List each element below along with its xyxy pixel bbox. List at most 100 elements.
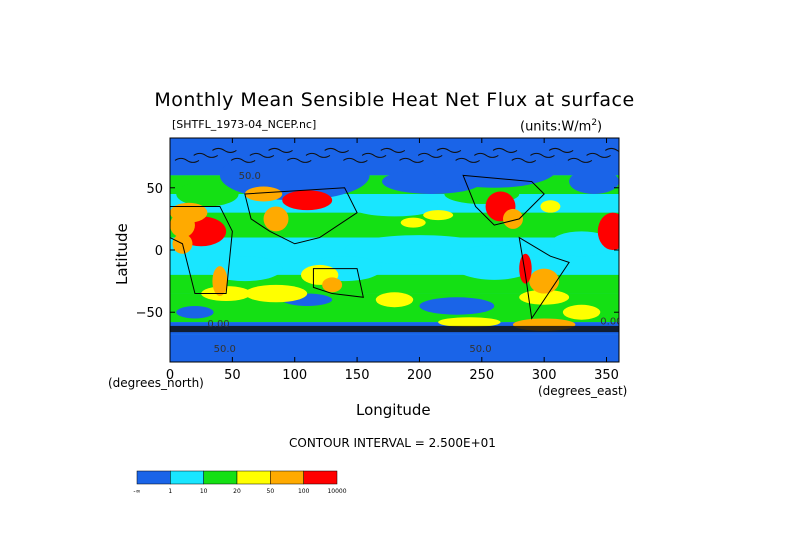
colorbar-tick-label: 50 [267, 488, 275, 495]
field-patch [263, 206, 289, 232]
colorbar-swatch [270, 470, 304, 485]
field-patch [400, 217, 426, 228]
x-units-label: (degrees_north) [108, 376, 204, 390]
field-patch [503, 208, 523, 229]
x-tick-label: 300 [532, 368, 557, 383]
field-patch [375, 292, 414, 308]
field-band [170, 334, 619, 362]
contour-label: 50.0 [239, 171, 261, 182]
contour-line [230, 157, 256, 163]
contour-line [511, 157, 537, 163]
colorbar-tick-label: 1 [168, 488, 172, 495]
contour-line [567, 157, 593, 163]
contour-line [530, 152, 555, 158]
field-patch [423, 210, 454, 221]
x-axis-title: Longitude [356, 401, 431, 419]
contour-line [380, 147, 406, 153]
contour-line [174, 157, 200, 163]
contour-line [286, 157, 312, 163]
field-patch [431, 150, 557, 188]
contour-interval-label: CONTOUR INTERVAL = 2.500E+01 [289, 436, 496, 450]
contour-line [436, 147, 462, 153]
contour-line [361, 152, 387, 158]
field-patch [562, 304, 601, 320]
contour-label: 50.0 [469, 344, 491, 355]
x-tick-label: 250 [469, 368, 494, 383]
chart-title: Monthly Mean Sensible Heat Net Flux at s… [154, 89, 635, 111]
field-patch [569, 169, 619, 194]
colorbar-tick-label: 10000 [327, 488, 346, 495]
colorbar-tick-label: 10 [200, 488, 208, 495]
contour-line [399, 157, 424, 163]
colorbar-swatch [203, 470, 238, 485]
field-patch [170, 202, 208, 223]
contour-line [268, 147, 293, 153]
contour-line [212, 147, 237, 153]
contour-line [455, 157, 480, 163]
contour-line [474, 152, 499, 158]
field-patch [244, 186, 283, 202]
contour-label: 50.0 [214, 344, 236, 355]
field-patch [176, 306, 214, 319]
field-patch [244, 284, 308, 303]
contour-line [492, 147, 518, 153]
field-patch [438, 317, 501, 328]
contour-cluster [170, 325, 619, 333]
x-tick-label: 150 [345, 368, 370, 383]
contour-line [417, 152, 443, 158]
field-band [170, 212, 619, 238]
y-tick-label: −50 [136, 306, 163, 321]
x-tick-label: 100 [282, 368, 307, 383]
field-patch [519, 253, 532, 284]
contour-line [324, 147, 349, 153]
coastline-contour [312, 268, 364, 298]
x-tick-label: 350 [594, 368, 619, 383]
x-tick-label: 200 [407, 368, 432, 383]
colorbar-tick-label: 100 [298, 488, 310, 495]
heatmap-field: 50.0 0.00 0.00 50.0 50.0 [170, 138, 622, 362]
coastline-contour [244, 187, 358, 245]
field-patch [212, 266, 228, 297]
contour-line [249, 152, 275, 158]
contour-line [586, 152, 611, 158]
x-tick-label: 0 [166, 368, 174, 383]
colorbar-tick-label: -∞ [133, 488, 140, 495]
y-axis-title: Latitude [113, 223, 131, 285]
field-patch [550, 231, 613, 257]
colorbar: -∞ 1 10 20 50 100 10000 [133, 470, 347, 495]
field-patch [597, 212, 619, 250]
y-tick-label: 0 [155, 244, 163, 259]
colorbar-swatch [170, 470, 204, 485]
axes: 0 50 100 150 200 250 300 350 50 0 −50 [136, 137, 620, 383]
field-patch [176, 181, 239, 207]
field-patch [540, 200, 561, 213]
dataset-filename: [SHTFL_1973-04_NCEP.nc] [172, 118, 317, 131]
x-tick-label: 50 [224, 368, 241, 383]
field-patch [519, 289, 570, 305]
contour-line [305, 152, 331, 158]
colorbar-swatch [236, 470, 271, 485]
y-tick-label: 50 [146, 182, 163, 197]
contour-line [193, 152, 218, 158]
field-patch [419, 297, 495, 315]
colorbar-swatch [303, 470, 338, 485]
contour-label: 0.00 [207, 319, 229, 330]
field-patch [350, 196, 439, 217]
coastline-contour [170, 205, 233, 295]
coastline-contour [462, 174, 545, 226]
colorbar-swatch [136, 470, 171, 485]
colorbar-tick-label: 20 [233, 488, 241, 495]
field-patch [282, 190, 333, 211]
field-patch [529, 268, 560, 294]
contour-line [548, 147, 574, 153]
y-units-label: (degrees_east) [538, 384, 628, 398]
coastline-contour [518, 236, 570, 320]
units-label: (units:W/m2) [520, 118, 603, 135]
field-patch [450, 245, 538, 280]
contour-label: 0.00 [600, 317, 622, 328]
field-patch [322, 277, 343, 293]
contour-line [343, 157, 368, 163]
contour-line [605, 147, 619, 152]
